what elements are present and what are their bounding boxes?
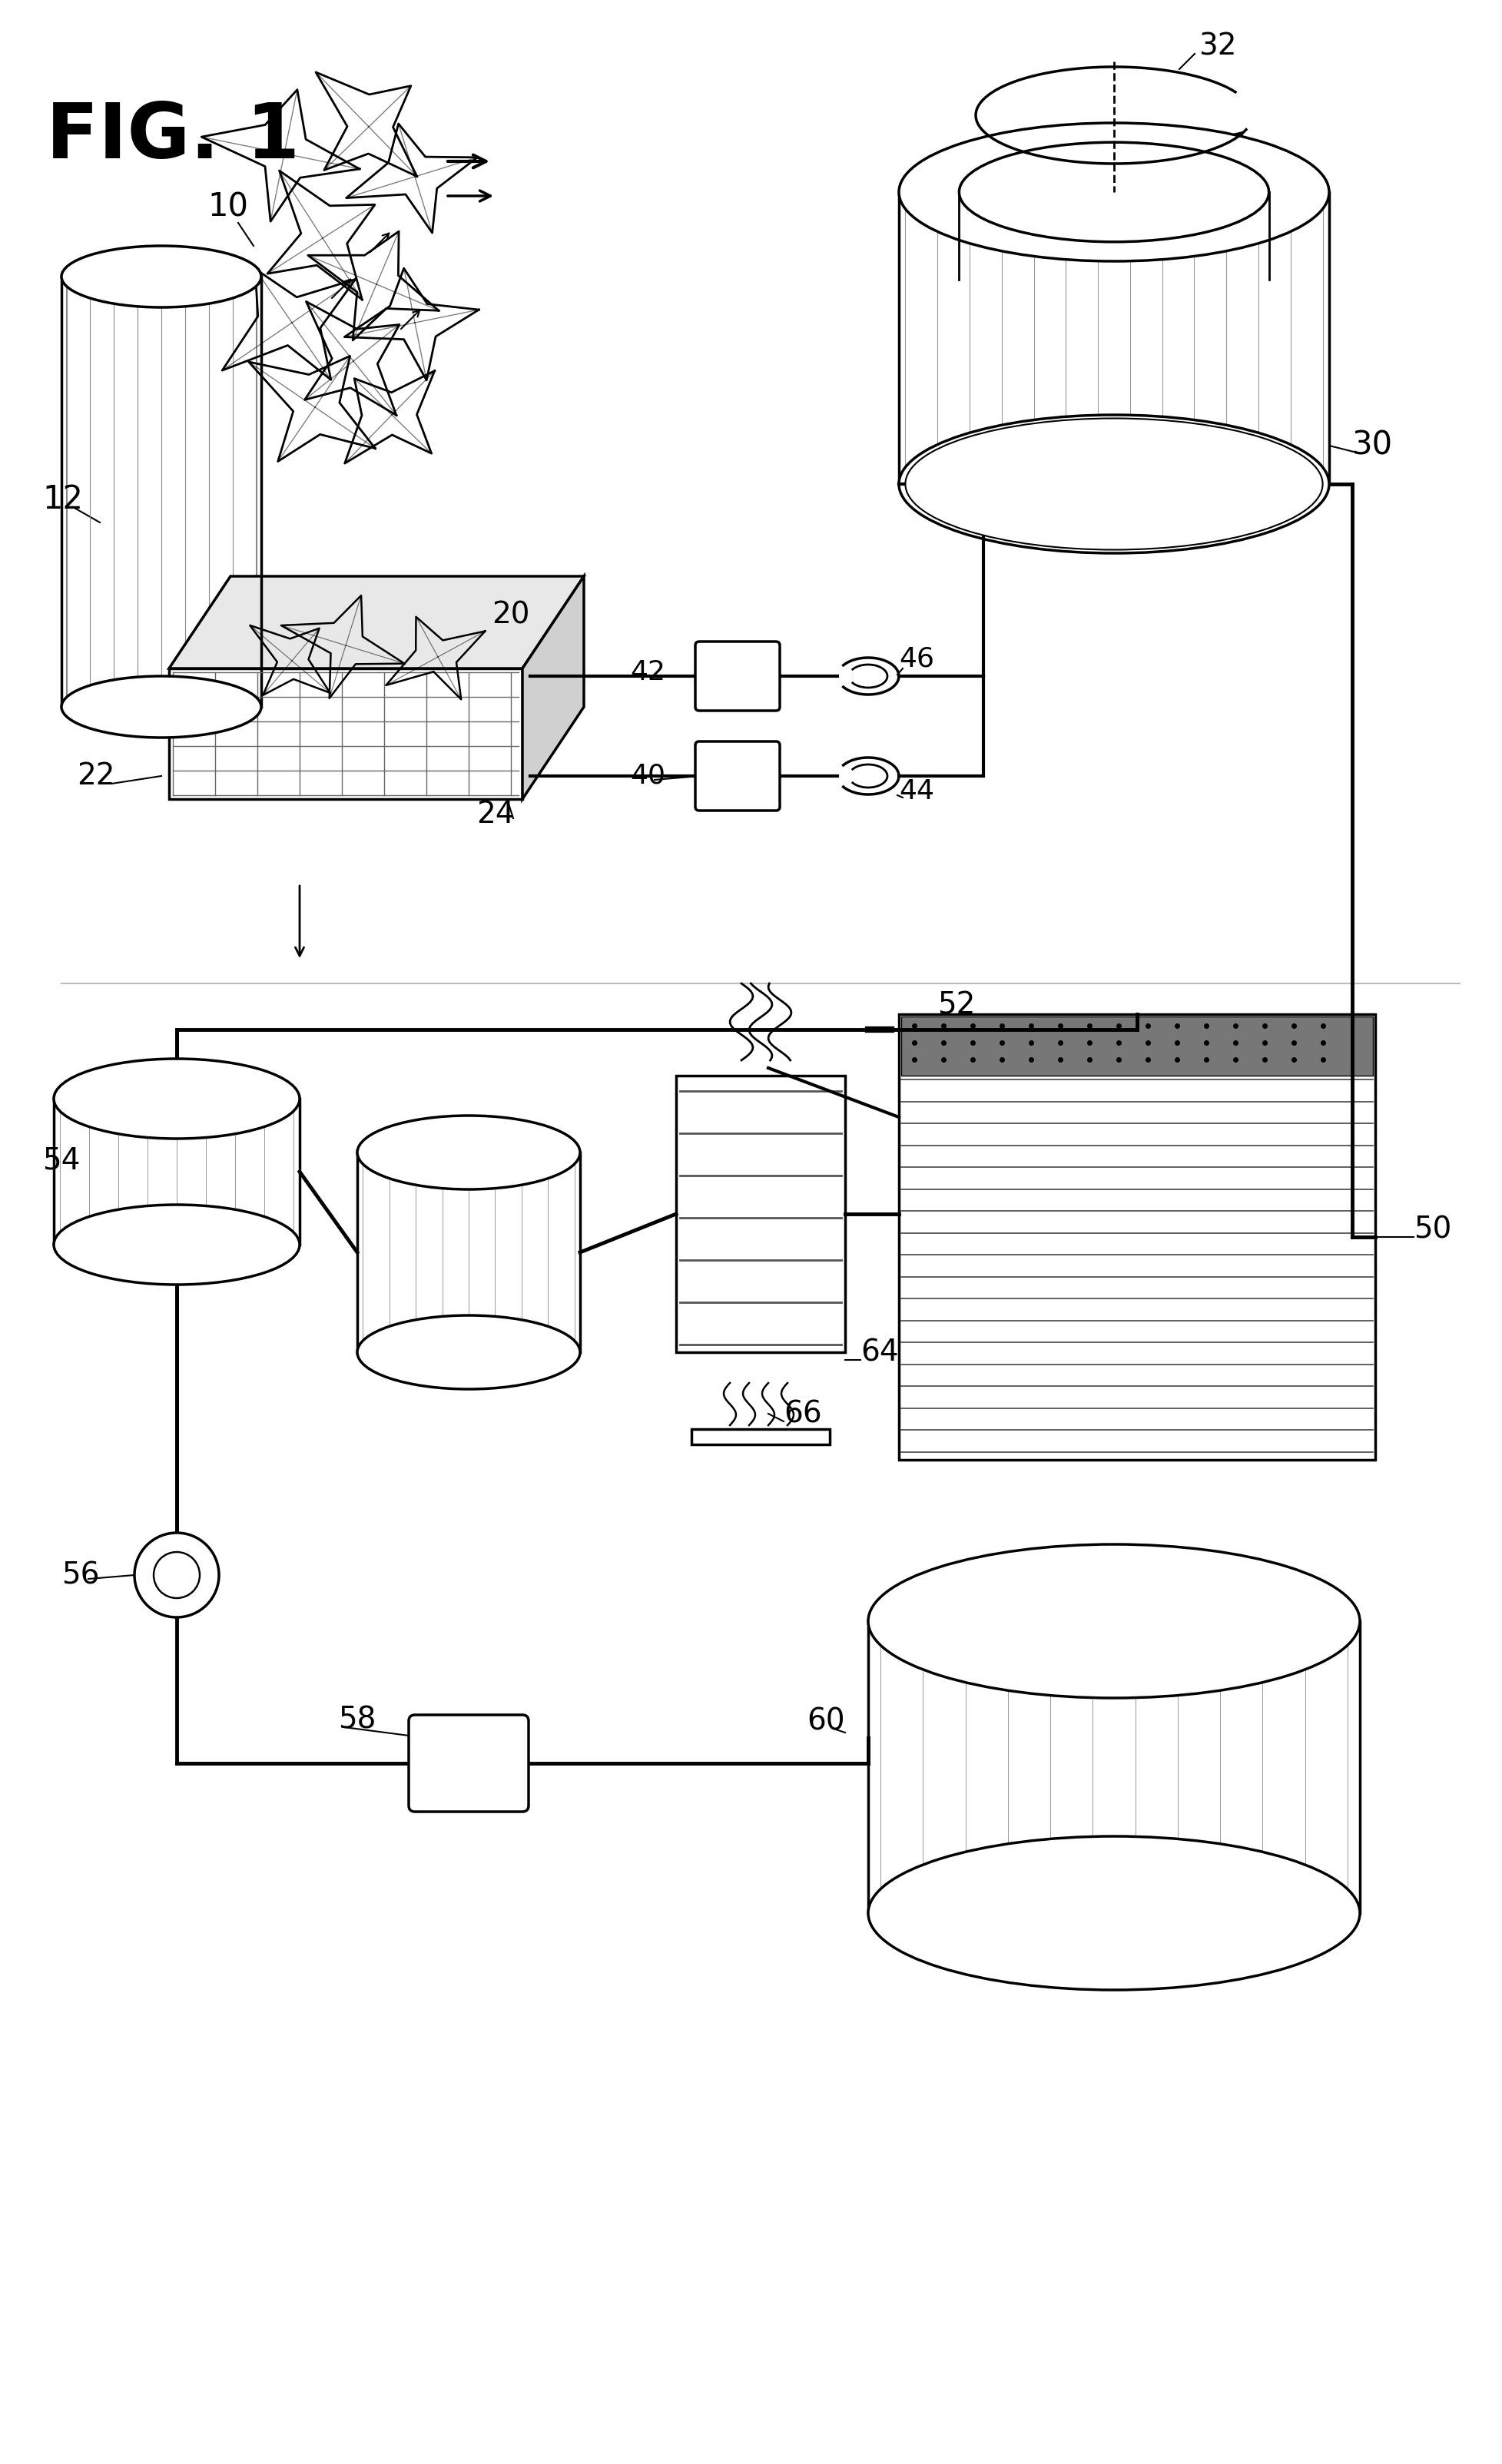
Text: 20: 20 [491,601,530,628]
Ellipse shape [62,246,261,308]
Text: 22: 22 [77,761,114,791]
Ellipse shape [868,1836,1359,1991]
Text: 54: 54 [42,1146,80,1175]
Text: 64: 64 [861,1338,898,1368]
Ellipse shape [54,1205,299,1284]
Text: 50: 50 [1413,1215,1451,1244]
Ellipse shape [54,1060,299,1138]
Polygon shape [868,1621,1359,1912]
Circle shape [153,1552,200,1599]
Ellipse shape [868,1545,1359,1698]
Text: 12: 12 [42,483,83,515]
Text: 44: 44 [898,779,934,803]
Text: FIG. 1: FIG. 1 [47,101,299,175]
Polygon shape [898,192,1328,483]
Ellipse shape [958,143,1268,241]
Text: 42: 42 [629,660,665,685]
Polygon shape [168,668,523,798]
Text: 58: 58 [338,1705,376,1735]
FancyBboxPatch shape [695,641,780,710]
Ellipse shape [898,123,1328,261]
Polygon shape [901,1018,1373,1077]
Text: 52: 52 [937,991,975,1020]
Ellipse shape [62,675,261,737]
Text: 40: 40 [629,764,665,788]
Polygon shape [62,276,261,707]
Polygon shape [676,1077,844,1353]
Circle shape [134,1533,219,1616]
Text: 10: 10 [207,192,248,224]
Text: 24: 24 [476,801,514,828]
Text: 32: 32 [1199,32,1236,62]
Ellipse shape [904,419,1322,549]
FancyBboxPatch shape [409,1715,529,1811]
Text: 68: 68 [454,1360,491,1390]
Text: 66: 66 [783,1400,822,1429]
Polygon shape [691,1429,829,1444]
Polygon shape [357,1153,580,1353]
Polygon shape [54,1099,299,1244]
Ellipse shape [357,1116,580,1190]
FancyBboxPatch shape [695,742,780,811]
Polygon shape [168,577,584,668]
Ellipse shape [357,1316,580,1390]
Polygon shape [898,1015,1374,1459]
Text: 30: 30 [1352,429,1392,461]
Ellipse shape [898,414,1328,554]
Text: 46: 46 [898,646,934,673]
Text: 60: 60 [807,1708,844,1735]
Polygon shape [523,577,584,798]
Text: 56: 56 [62,1560,99,1589]
